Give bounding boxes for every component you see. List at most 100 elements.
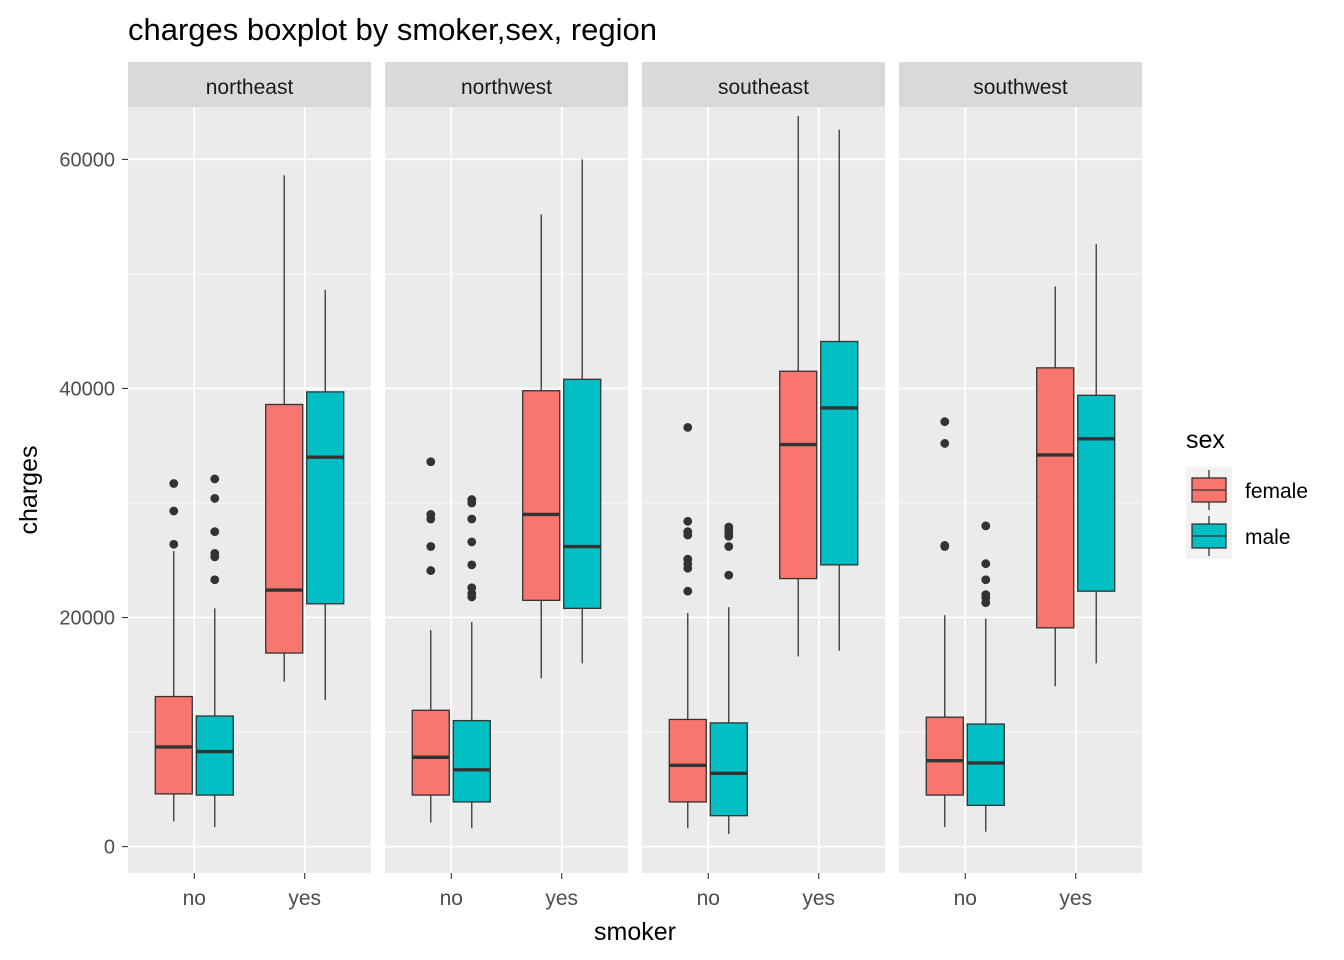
legend-item-female: female [1186,467,1308,513]
facet-label: northwest [461,76,552,99]
box-no-female [411,457,450,823]
legend: sex female male [1186,426,1308,559]
x-axis-title: smoker [594,918,676,946]
box-body [779,370,818,580]
legend-title: sex [1186,426,1225,454]
outlier-point [169,506,179,516]
y-axis: 0 20000 40000 60000 [59,149,128,859]
outlier-point [467,560,477,570]
box-yes-female [779,115,818,657]
legend-item-male: male [1186,513,1291,559]
box-body [265,403,304,654]
x-tick-label: yes [802,887,835,910]
box-body [452,719,491,803]
outlier-point [683,423,693,432]
outlier-point [467,514,477,524]
box-yes-female [1036,286,1075,687]
box-yes-male [1077,244,1116,664]
box-body [522,390,561,601]
box-body [1077,394,1116,592]
facet-strip [385,62,628,107]
outlier-point [426,510,436,519]
facet-label: northeast [206,76,294,99]
outlier-point [426,566,436,575]
facet-southwest: southwest no yes [899,62,1142,910]
box-body [154,695,193,795]
outlier-point [683,527,693,537]
box-no-male [195,474,234,828]
box-yes-male [563,159,602,664]
facet-strip [899,62,1142,107]
box-body [411,709,450,796]
box-no-male [966,521,1005,832]
outlier-point [724,542,734,551]
x-tick-label: yes [1059,887,1092,910]
outlier-point [724,570,734,580]
box-no-male [709,522,748,834]
outlier-point [940,417,950,427]
x-tick-label: no [440,887,463,910]
facet-strip [642,62,885,107]
outlier-point [210,527,220,537]
facet-label: southwest [973,76,1068,99]
legend-label: male [1245,526,1291,549]
outlier-point [683,516,693,526]
outlier-point [210,494,220,503]
box-body [709,722,748,817]
outlier-point [169,479,179,488]
y-tick-label: 0 [104,837,115,859]
box-body [925,716,964,796]
y-tick-label: 40000 [59,378,115,400]
box-body [195,715,234,796]
outlier-point [683,586,693,596]
box-no-female [668,423,707,829]
box-no-female [154,479,193,822]
outlier-point [467,537,477,547]
y-tick-label: 60000 [59,149,115,171]
outlier-point [210,575,220,585]
outlier-point [940,439,950,448]
box-body [668,718,707,803]
y-tick-label: 20000 [59,608,115,630]
outlier-point [210,474,220,484]
y-axis-title: charges [15,446,43,535]
facet-southeast: southeast no yes [642,62,885,910]
legend-label: female [1245,480,1308,503]
box-yes-male [306,289,345,700]
box-yes-female [522,214,561,679]
outlier-point [981,559,991,569]
outlier-point [169,539,179,549]
box-no-female [925,417,964,828]
outlier-point [981,521,991,531]
outlier-point [981,575,991,585]
outlier-point [940,540,950,550]
outlier-point [426,542,436,551]
box-body [306,391,345,605]
outlier-point [683,554,693,564]
x-tick-label: yes [545,887,578,910]
outlier-point [467,495,477,504]
x-tick-label: no [697,887,720,910]
box-yes-female [265,175,304,682]
outlier-point [724,522,734,532]
facet-northwest: northwest no yes [385,62,628,910]
x-tick-label: no [183,887,206,910]
box-no-male [452,495,491,829]
box-yes-male [820,129,859,651]
chart-title: charges boxplot by smoker,sex, region [128,12,657,47]
outlier-point [210,548,220,558]
facet-label: southeast [718,76,809,99]
box-body [1036,367,1075,629]
x-tick-label: no [954,887,977,910]
outlier-point [467,583,477,593]
facet-northeast: northeast no yes [128,62,371,910]
x-tick-label: yes [288,887,321,910]
box-body [966,723,1005,807]
facet-strip [128,62,371,107]
outlier-point [981,590,991,600]
outlier-point [426,457,436,467]
box-body [563,378,602,610]
box-body [820,340,859,566]
